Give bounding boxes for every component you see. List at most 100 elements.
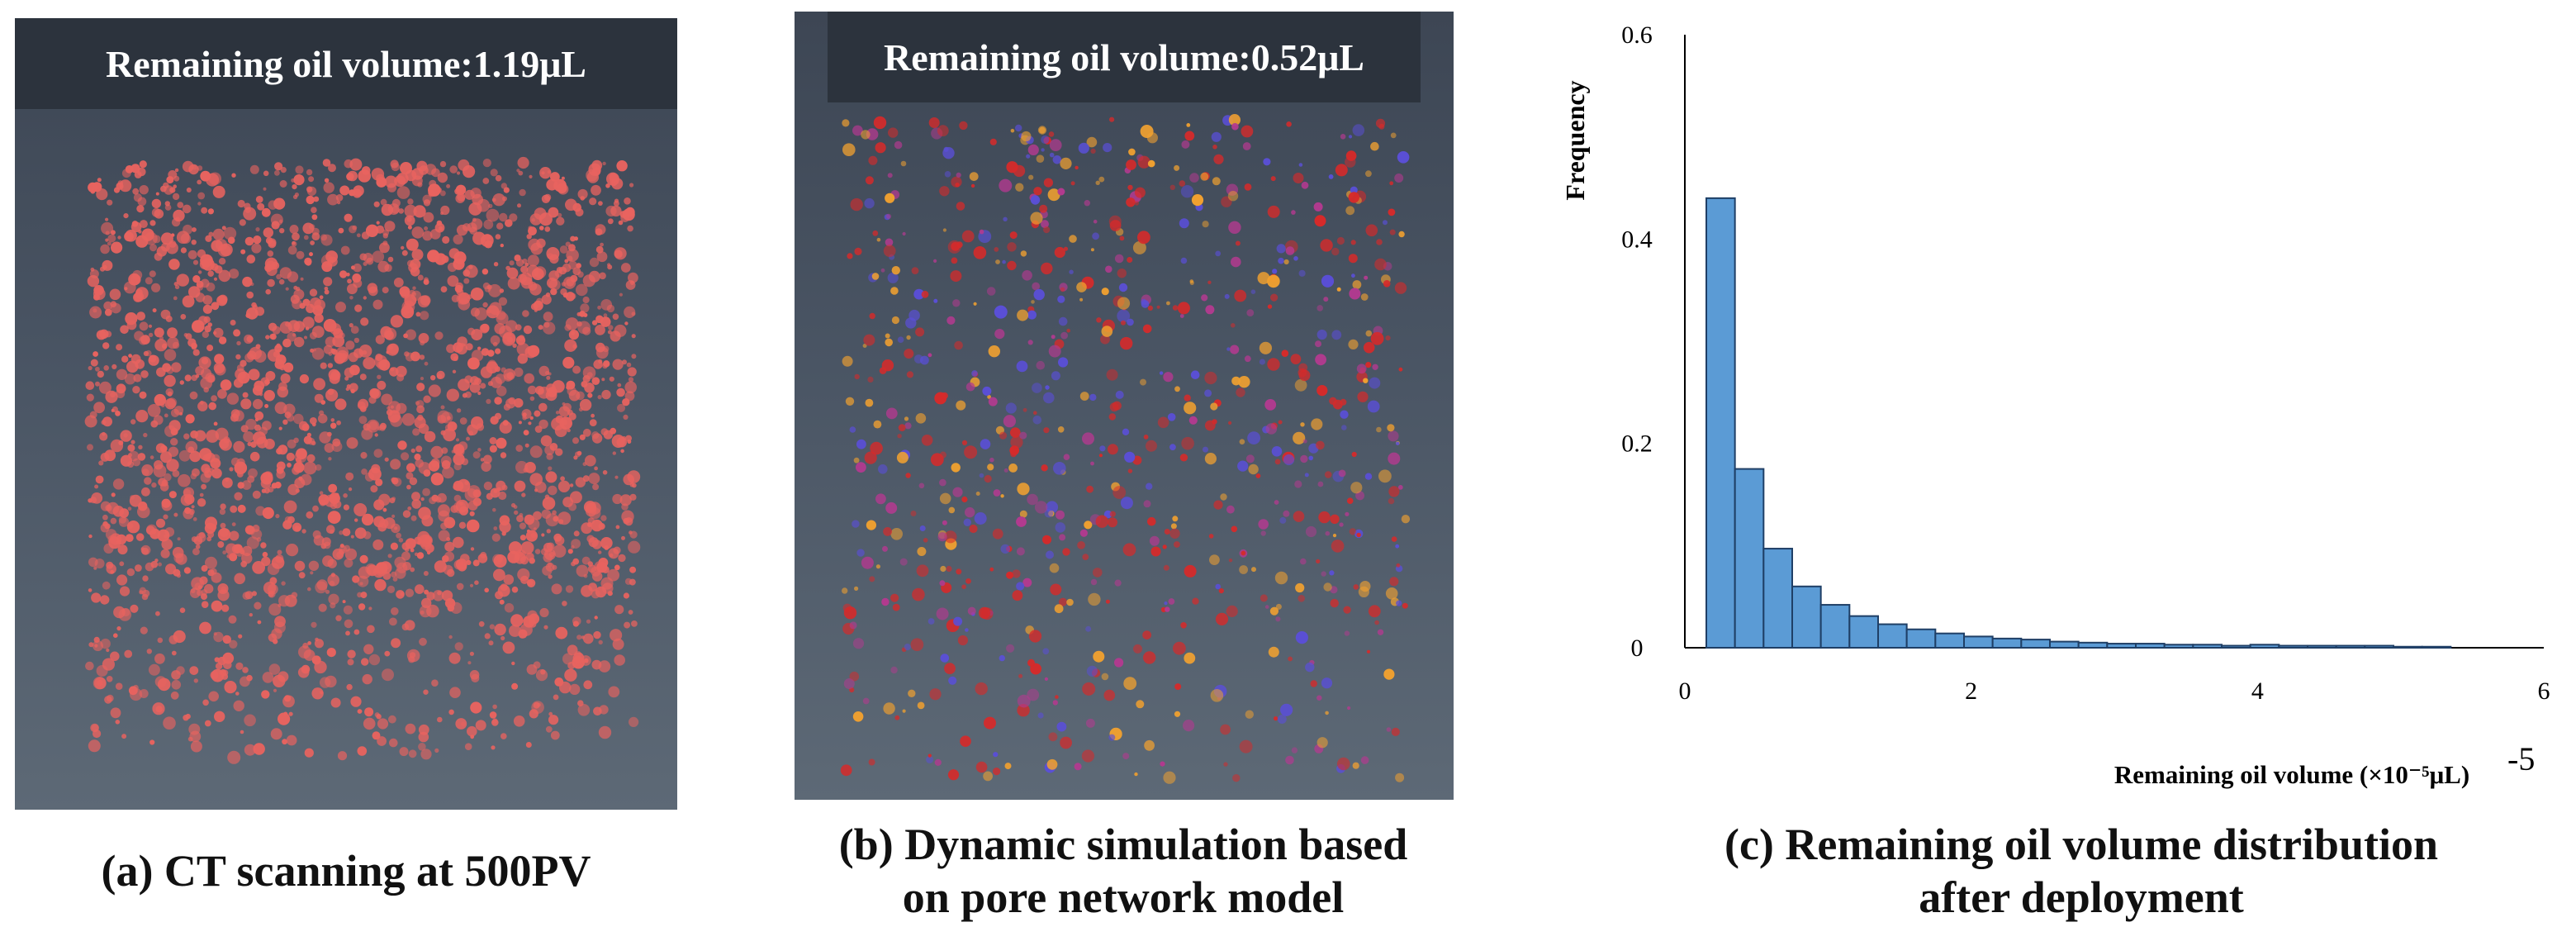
oil-blob bbox=[402, 510, 411, 518]
oil-blob bbox=[152, 235, 161, 244]
oil-blob bbox=[583, 633, 594, 644]
oil-blob bbox=[1321, 274, 1335, 288]
oil-blob bbox=[1215, 250, 1222, 257]
oil-blob bbox=[280, 373, 291, 383]
oil-blob bbox=[541, 171, 545, 175]
oil-blob bbox=[312, 530, 321, 540]
oil-blob bbox=[1060, 331, 1068, 340]
oil-blob bbox=[1396, 563, 1401, 568]
oil-blob bbox=[1349, 288, 1361, 300]
oil-blob bbox=[124, 231, 134, 242]
oil-blob bbox=[875, 493, 886, 505]
oil-blob bbox=[193, 678, 198, 683]
oil-blob bbox=[107, 241, 111, 246]
oil-blob bbox=[111, 408, 115, 412]
oil-blob bbox=[993, 752, 999, 758]
oil-blob bbox=[517, 568, 530, 582]
oil-blob bbox=[243, 207, 257, 221]
oil-blob bbox=[999, 654, 1005, 662]
oil-blob bbox=[262, 421, 272, 430]
oil-blob bbox=[106, 676, 113, 682]
oil-blob bbox=[190, 473, 197, 480]
oil-blob bbox=[883, 527, 892, 536]
oil-blob bbox=[95, 381, 100, 387]
oil-blob bbox=[1136, 700, 1145, 709]
oil-blob bbox=[163, 514, 168, 520]
oil-blob bbox=[864, 451, 877, 464]
oil-blob bbox=[548, 574, 553, 579]
oil-blob bbox=[459, 506, 468, 516]
oil-blob bbox=[1169, 184, 1175, 190]
oil-blob bbox=[293, 437, 299, 444]
oil-blob bbox=[1304, 473, 1309, 478]
oil-blob bbox=[1340, 410, 1349, 419]
oil-blob bbox=[607, 591, 613, 597]
oil-blob bbox=[1324, 471, 1332, 478]
oil-blob bbox=[321, 261, 333, 273]
oil-blob bbox=[1315, 340, 1321, 348]
oil-blob bbox=[1350, 482, 1363, 494]
oil-blob bbox=[1377, 629, 1384, 635]
oil-blob bbox=[486, 492, 493, 500]
oil-blob bbox=[161, 242, 170, 252]
oil-blob bbox=[1077, 541, 1085, 549]
oil-blob bbox=[1169, 528, 1180, 539]
panel-a-caption: (a) CT scanning at 500PV bbox=[15, 844, 677, 897]
oil-blob bbox=[197, 498, 206, 507]
oil-blob bbox=[262, 672, 274, 683]
oil-blob bbox=[1188, 416, 1198, 425]
oil-blob bbox=[1300, 454, 1308, 463]
oil-blob bbox=[170, 438, 178, 446]
x-tick-label: 2 bbox=[1965, 677, 1977, 705]
oil-blob bbox=[1043, 226, 1051, 234]
oil-blob bbox=[548, 711, 553, 716]
oil-blob bbox=[236, 340, 241, 346]
oil-blob bbox=[624, 321, 629, 326]
oil-blob bbox=[906, 335, 911, 340]
oil-blob bbox=[95, 475, 104, 484]
oil-blob bbox=[619, 292, 624, 297]
oil-blob bbox=[1189, 280, 1194, 285]
oil-blob bbox=[523, 430, 529, 435]
oil-blob bbox=[319, 491, 324, 495]
oil-blob bbox=[322, 555, 334, 567]
oil-blob bbox=[1298, 163, 1303, 167]
oil-blob bbox=[139, 391, 147, 399]
oil-blob bbox=[602, 470, 608, 475]
oil-blob bbox=[1098, 454, 1103, 458]
oil-blob bbox=[401, 413, 415, 426]
oil-blob bbox=[439, 160, 447, 168]
oil-blob bbox=[192, 548, 200, 556]
oil-blob bbox=[939, 580, 946, 587]
oil-blob bbox=[1123, 677, 1137, 691]
oil-blob bbox=[1363, 341, 1375, 354]
oil-blob bbox=[167, 391, 173, 397]
oil-blob bbox=[294, 336, 305, 348]
oil-blob bbox=[913, 354, 923, 364]
oil-blob bbox=[505, 265, 510, 271]
oil-blob bbox=[1105, 265, 1112, 273]
oil-blob bbox=[553, 178, 567, 193]
oil-blob bbox=[173, 512, 178, 517]
oil-blob bbox=[519, 535, 527, 541]
oil-blob bbox=[492, 704, 497, 710]
oil-blob bbox=[296, 448, 307, 460]
oil-blob bbox=[96, 665, 108, 677]
oil-blob bbox=[912, 587, 925, 601]
oil-blob bbox=[1376, 426, 1382, 433]
oil-blob bbox=[354, 527, 367, 540]
oil-blob bbox=[93, 288, 106, 301]
oil-blob bbox=[598, 725, 612, 739]
oil-blob bbox=[1058, 597, 1068, 606]
oil-blob bbox=[853, 457, 860, 463]
oil-blob bbox=[975, 492, 980, 496]
oil-blob bbox=[153, 415, 164, 425]
oil-blob bbox=[483, 481, 493, 491]
oil-blob bbox=[1051, 371, 1060, 381]
oil-blob bbox=[1388, 452, 1401, 465]
oil-blob bbox=[265, 237, 273, 245]
oil-blob bbox=[100, 638, 111, 649]
oil-blob bbox=[1032, 383, 1042, 393]
oil-blob bbox=[411, 492, 420, 502]
oil-blob bbox=[1174, 711, 1181, 717]
